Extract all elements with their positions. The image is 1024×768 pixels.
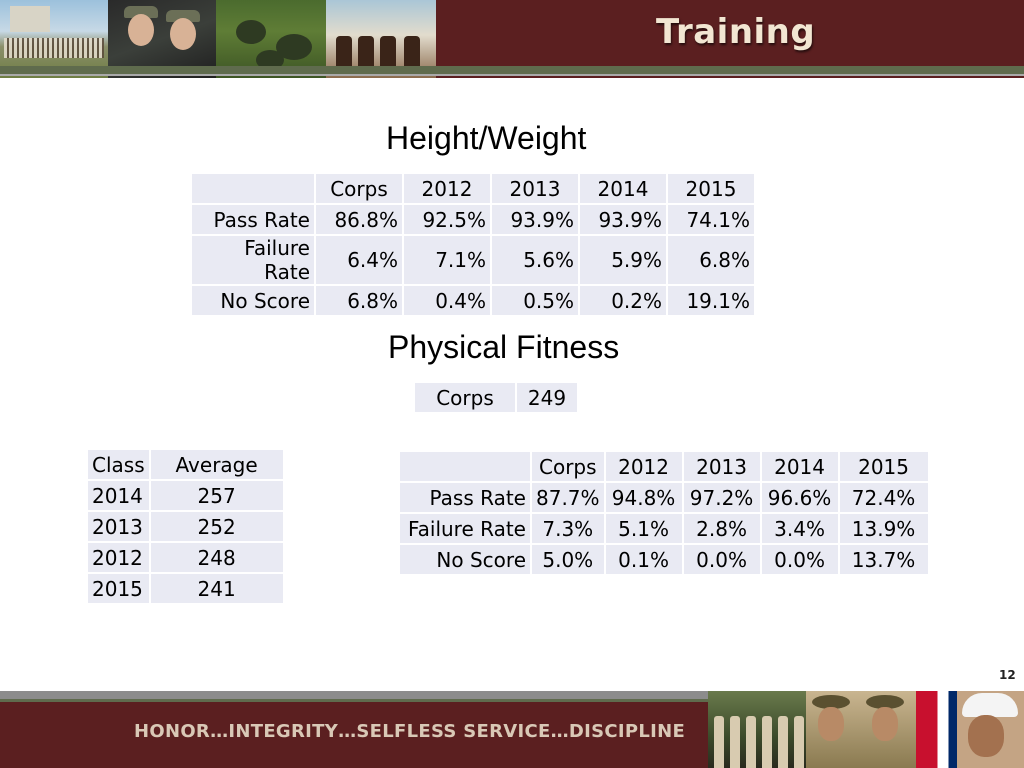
table-header-cell: Average (150, 450, 283, 479)
cavalry-photo (326, 0, 436, 78)
height-weight-table: Corps 2012 2013 2014 2015 Pass Rate 86.8… (190, 172, 756, 317)
table-cell: 0.1% (605, 545, 682, 574)
class-average-table: Class Average 2014 257 2013 252 2012 248… (86, 448, 285, 605)
header-divider-line (0, 74, 1024, 76)
table-cell: 19.1% (668, 286, 754, 315)
table-row: 2014 257 (88, 481, 283, 510)
table-cell: 72.4% (839, 483, 928, 512)
table-cell: 5.1% (605, 514, 682, 543)
table-header-cell: 2013 (683, 452, 760, 481)
physical-fitness-title: Physical Fitness (388, 329, 620, 365)
table-cell: 0.2% (580, 286, 666, 315)
table-cell: Corps (415, 383, 515, 412)
table-header-cell: 2012 (605, 452, 682, 481)
table-cell: 92.5% (404, 205, 490, 234)
table-row: Failure Rate 7.3% 5.1% 2.8% 3.4% 13.9% (400, 514, 928, 543)
row-label: Failure Rate (400, 514, 530, 543)
table-header-cell: 2015 (839, 452, 928, 481)
table-header-cell: 2014 (761, 452, 838, 481)
table-row: Pass Rate 86.8% 92.5% 93.9% 93.9% 74.1% (192, 205, 754, 234)
drill-instructors-photo (806, 691, 916, 768)
table-cell: 3.4% (761, 514, 838, 543)
table-cell: 241 (150, 574, 283, 603)
table-cell: 2013 (88, 512, 149, 541)
table-cell: 6.8% (668, 236, 754, 284)
table-cell: 252 (150, 512, 283, 541)
row-label: Failure Rate (192, 236, 314, 284)
table-header-cell (400, 452, 530, 481)
cadet-with-flag-photo (916, 691, 1024, 768)
table-cell: 249 (517, 383, 577, 412)
footer-divider (0, 691, 1024, 699)
table-header-cell (192, 174, 314, 203)
table-cell: 0.0% (683, 545, 760, 574)
table-cell: 2012 (88, 543, 149, 572)
height-weight-title: Height/Weight (386, 120, 587, 156)
table-header-row: Class Average (88, 450, 283, 479)
fitness-rates-table: Corps 2012 2013 2014 2015 Pass Rate 87.7… (398, 450, 930, 576)
table-header-row: Corps 2012 2013 2014 2015 (400, 452, 928, 481)
page-title: Training (656, 12, 816, 52)
table-cell: 0.4% (404, 286, 490, 315)
table-row: Pass Rate 87.7% 94.8% 97.2% 96.6% 72.4% (400, 483, 928, 512)
table-header-cell: 2013 (492, 174, 578, 203)
table-cell: 0.5% (492, 286, 578, 315)
table-header-cell: Corps (532, 452, 604, 481)
table-row: 2012 248 (88, 543, 283, 572)
table-cell: 96.6% (761, 483, 838, 512)
table-cell: 2015 (88, 574, 149, 603)
table-cell: 7.1% (404, 236, 490, 284)
table-header-cell: 2015 (668, 174, 754, 203)
footer-motto: HONOR…INTEGRITY…SELFLESS SERVICE…DISCIPL… (134, 721, 686, 742)
table-cell: 5.6% (492, 236, 578, 284)
table-header-cell: Corps (316, 174, 402, 203)
table-header-cell: 2014 (580, 174, 666, 203)
corps-average-table: Corps 249 (413, 381, 579, 414)
table-cell: 86.8% (316, 205, 402, 234)
table-cell: 0.0% (761, 545, 838, 574)
table-header-cell: Class (88, 450, 149, 479)
header-photo-strip (0, 0, 436, 78)
field-training-photo (216, 0, 326, 78)
table-cell: 13.7% (839, 545, 928, 574)
table-cell: 13.9% (839, 514, 928, 543)
cadets-portrait-photo (108, 0, 216, 78)
table-row: No Score 5.0% 0.1% 0.0% 0.0% 13.7% (400, 545, 928, 574)
table-cell: 257 (150, 481, 283, 510)
table-cell: 2.8% (683, 514, 760, 543)
table-header-row: Corps 2012 2013 2014 2015 (192, 174, 754, 203)
table-cell: 7.3% (532, 514, 604, 543)
table-cell: 93.9% (492, 205, 578, 234)
table-cell: 87.7% (532, 483, 604, 512)
table-row: 2015 241 (88, 574, 283, 603)
table-cell: 6.8% (316, 286, 402, 315)
table-cell: 5.9% (580, 236, 666, 284)
slide-number: 12 (999, 668, 1016, 682)
row-label: Pass Rate (192, 205, 314, 234)
header-divider (0, 66, 1024, 74)
table-cell: 6.4% (316, 236, 402, 284)
table-cell: 97.2% (683, 483, 760, 512)
table-cell: 94.8% (605, 483, 682, 512)
table-cell: 93.9% (580, 205, 666, 234)
table-cell: 248 (150, 543, 283, 572)
row-label: No Score (192, 286, 314, 315)
table-row: Corps 249 (415, 383, 577, 412)
table-header-cell: 2012 (404, 174, 490, 203)
parade-ground-photo (0, 0, 108, 78)
marching-cadets-photo (708, 691, 806, 768)
row-label: No Score (400, 545, 530, 574)
table-row: 2013 252 (88, 512, 283, 541)
table-cell: 5.0% (532, 545, 604, 574)
table-row: Failure Rate 6.4% 7.1% 5.6% 5.9% 6.8% (192, 236, 754, 284)
row-label: Pass Rate (400, 483, 530, 512)
footer-divider-line (0, 699, 1024, 702)
table-cell: 2014 (88, 481, 149, 510)
table-cell: 74.1% (668, 205, 754, 234)
footer-photo-strip (708, 691, 1024, 768)
table-row: No Score 6.8% 0.4% 0.5% 0.2% 19.1% (192, 286, 754, 315)
